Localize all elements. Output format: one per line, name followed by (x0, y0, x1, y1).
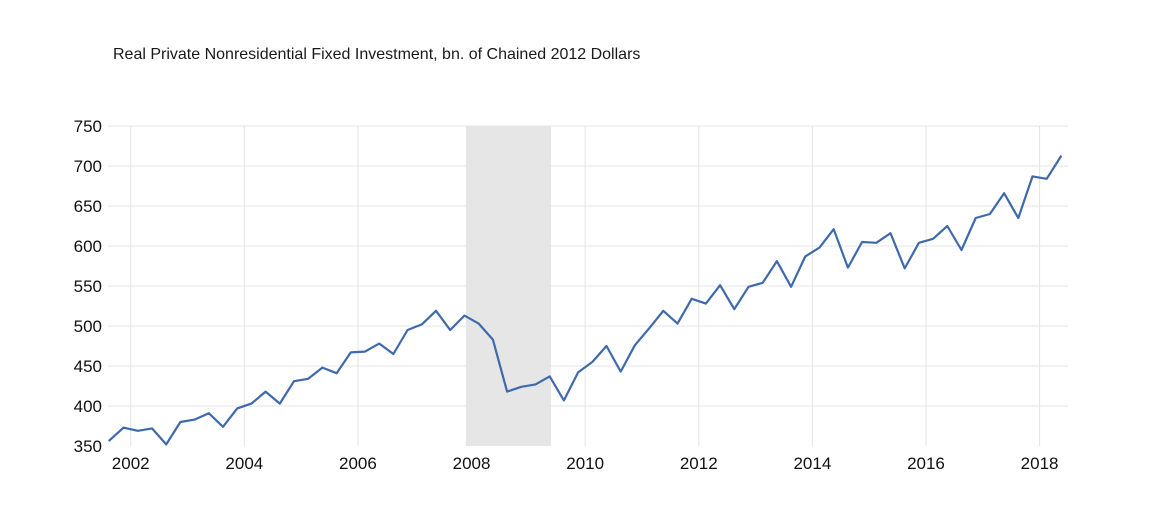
x-tick-label: 2006 (339, 454, 377, 473)
y-tick-label: 600 (74, 237, 102, 256)
y-tick-label: 350 (74, 437, 102, 456)
y-tick-label: 450 (74, 357, 102, 376)
y-tick-label: 400 (74, 397, 102, 416)
y-tick-label: 500 (74, 317, 102, 336)
chart-title: Real Private Nonresidential Fixed Invest… (113, 46, 641, 63)
y-tick-label: 550 (74, 277, 102, 296)
gridlines (108, 125, 1068, 446)
y-tick-label: 650 (74, 197, 102, 216)
series-line (108, 155, 1063, 446)
x-tick-label: 2002 (112, 454, 150, 473)
x-tick-label: 2012 (680, 454, 718, 473)
x-axis: 2002 2004 2006 2008 2010 2012 2014 2016 2018 (112, 454, 1059, 473)
y-axis: 350 400 450 500 550 600 650 700 750 (74, 117, 102, 456)
series-line-layer (108, 155, 1063, 446)
y-tick-label: 700 (74, 157, 102, 176)
x-tick-label: 2014 (793, 454, 831, 473)
x-tick-label: 2018 (1021, 454, 1059, 473)
x-tick-label: 2004 (225, 454, 263, 473)
x-tick-label: 2008 (453, 454, 491, 473)
y-tick-label: 750 (74, 117, 102, 136)
x-tick-label: 2016 (907, 454, 945, 473)
x-tick-label: 2010 (566, 454, 604, 473)
